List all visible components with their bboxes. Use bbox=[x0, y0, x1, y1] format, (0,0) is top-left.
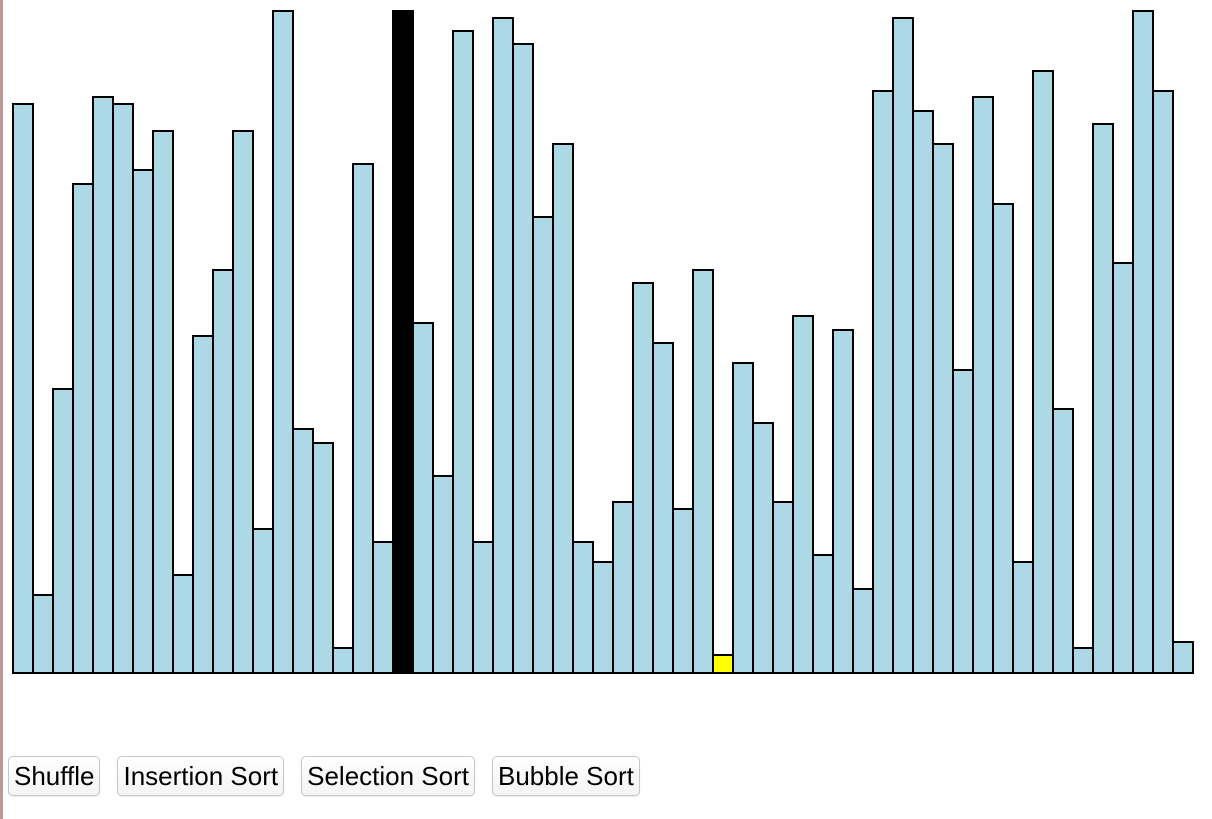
bar bbox=[452, 30, 474, 674]
bar bbox=[1012, 561, 1034, 674]
baseline bbox=[12, 672, 1194, 674]
bar bbox=[812, 554, 834, 674]
bar bbox=[1052, 408, 1074, 674]
bar bbox=[172, 574, 194, 674]
bar bbox=[672, 508, 694, 674]
bar bbox=[232, 130, 254, 674]
insertion-sort-button[interactable]: Insertion Sort bbox=[117, 756, 285, 796]
selection-sort-button[interactable]: Selection Sort bbox=[301, 756, 475, 796]
bar bbox=[752, 422, 774, 674]
bar bbox=[192, 335, 214, 674]
bar bbox=[272, 10, 294, 674]
bar bbox=[32, 594, 54, 674]
bar bbox=[612, 501, 634, 674]
bar bbox=[332, 647, 354, 674]
bar bbox=[1172, 641, 1194, 674]
bar bbox=[732, 362, 754, 674]
bar bbox=[512, 43, 534, 674]
bar bbox=[412, 322, 434, 674]
shuffle-button[interactable]: Shuffle bbox=[8, 756, 101, 796]
bar bbox=[792, 315, 814, 674]
bar bbox=[892, 17, 914, 674]
bar bbox=[952, 369, 974, 674]
bar bbox=[432, 475, 454, 674]
bar bbox=[692, 269, 714, 674]
bar bbox=[1072, 647, 1094, 674]
sort-visualizer bbox=[12, 10, 1194, 674]
bubble-sort-button[interactable]: Bubble Sort bbox=[492, 756, 640, 796]
bar bbox=[292, 428, 314, 674]
bar bbox=[852, 588, 874, 674]
bar bbox=[472, 541, 494, 674]
bar bbox=[52, 388, 74, 674]
bar bbox=[152, 130, 174, 674]
bar bbox=[72, 183, 94, 674]
bar bbox=[972, 96, 994, 674]
bar bbox=[392, 10, 414, 674]
bar bbox=[912, 110, 934, 674]
bar bbox=[772, 501, 794, 674]
bar bbox=[712, 654, 734, 674]
bar bbox=[492, 17, 514, 674]
bar bbox=[372, 541, 394, 674]
bar bbox=[1032, 70, 1054, 674]
bar bbox=[932, 143, 954, 674]
control-bar: Shuffle Insertion Sort Selection Sort Bu… bbox=[8, 756, 640, 796]
bar bbox=[1152, 90, 1174, 674]
bar bbox=[212, 269, 234, 674]
bar bbox=[872, 90, 894, 674]
bar bbox=[112, 103, 134, 674]
bar bbox=[12, 103, 34, 674]
bar bbox=[92, 96, 114, 674]
bar bbox=[552, 143, 574, 674]
bar bbox=[572, 541, 594, 674]
bar bbox=[252, 528, 274, 674]
bar bbox=[352, 163, 374, 674]
bar bbox=[832, 329, 854, 674]
bar bbox=[132, 169, 154, 674]
bar bbox=[312, 442, 334, 674]
bar bbox=[652, 342, 674, 674]
bar bbox=[1092, 123, 1114, 674]
bar bbox=[632, 282, 654, 674]
bar bbox=[592, 561, 614, 674]
window-edge bbox=[0, 0, 3, 819]
bar bbox=[1132, 10, 1154, 674]
bar bbox=[992, 203, 1014, 674]
bar bbox=[532, 216, 554, 674]
bar bbox=[1112, 262, 1134, 674]
